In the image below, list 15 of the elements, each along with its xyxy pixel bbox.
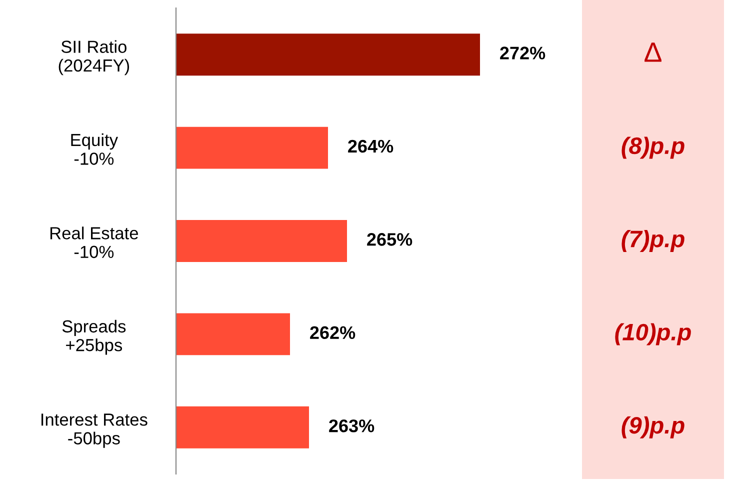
y-tick-label: Interest Rates -50bps xyxy=(41,414,148,448)
data-label: 264% xyxy=(348,140,394,153)
y-tick-label: Equity -10% xyxy=(71,133,118,165)
y-tick-label: SII Ratio (2024FY) xyxy=(58,40,130,76)
text: (7)p.p xyxy=(622,230,684,252)
data-label: 263% xyxy=(329,419,374,432)
text: Δ xyxy=(644,42,662,62)
text: (10)p.p xyxy=(615,323,691,346)
data-label: 265% xyxy=(367,233,412,246)
y-tick-label: Spreads +25bps xyxy=(62,320,126,355)
text: (9)p.p xyxy=(622,416,684,438)
data-label: 272% xyxy=(500,46,546,60)
data-label: 262% xyxy=(310,326,356,340)
text: (8)p.p xyxy=(622,136,684,159)
y-tick-label: Real Estate -10% xyxy=(50,226,138,258)
